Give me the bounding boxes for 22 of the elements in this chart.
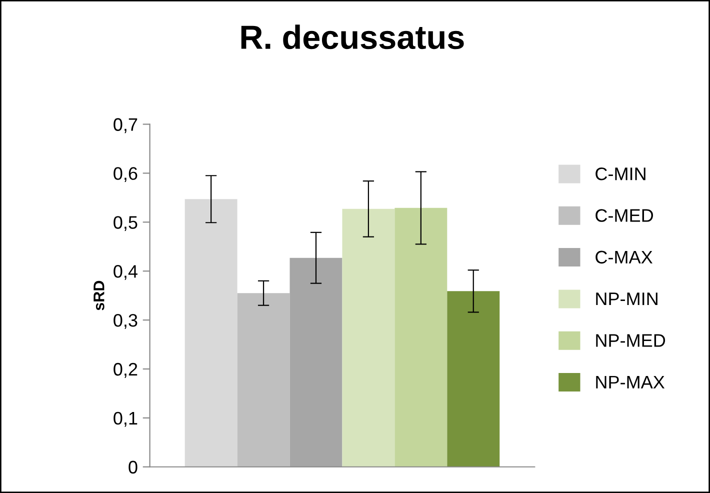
legend-label: C-MED [596,209,653,222]
y-tick-label: 0,1 [114,412,138,427]
bar [290,258,342,467]
y-tick-label: 0,3 [114,314,138,329]
y-axis-title: sRD [94,280,104,310]
legend-label: C-MIN [596,167,646,180]
bar [447,291,500,467]
y-tick-label: 0,2 [114,362,138,378]
y-tick-label: 0,6 [114,167,138,182]
bar [342,208,395,467]
y-tick-label: 0 [128,460,138,474]
legend-label: NP-MIN [596,292,658,306]
y-tick-label: 0,4 [114,265,138,280]
legend-label: NP-MAX [596,376,665,388]
y-tick-label: 0,5 [114,216,138,231]
y-tick-label: 0,7 [114,118,138,134]
bar [184,199,238,467]
bar [394,208,448,467]
bar [237,293,290,467]
legend-label: C-MAX [596,250,652,264]
legend-label: NP-MED [596,334,666,347]
chart-title: R. decussatus [241,24,464,50]
